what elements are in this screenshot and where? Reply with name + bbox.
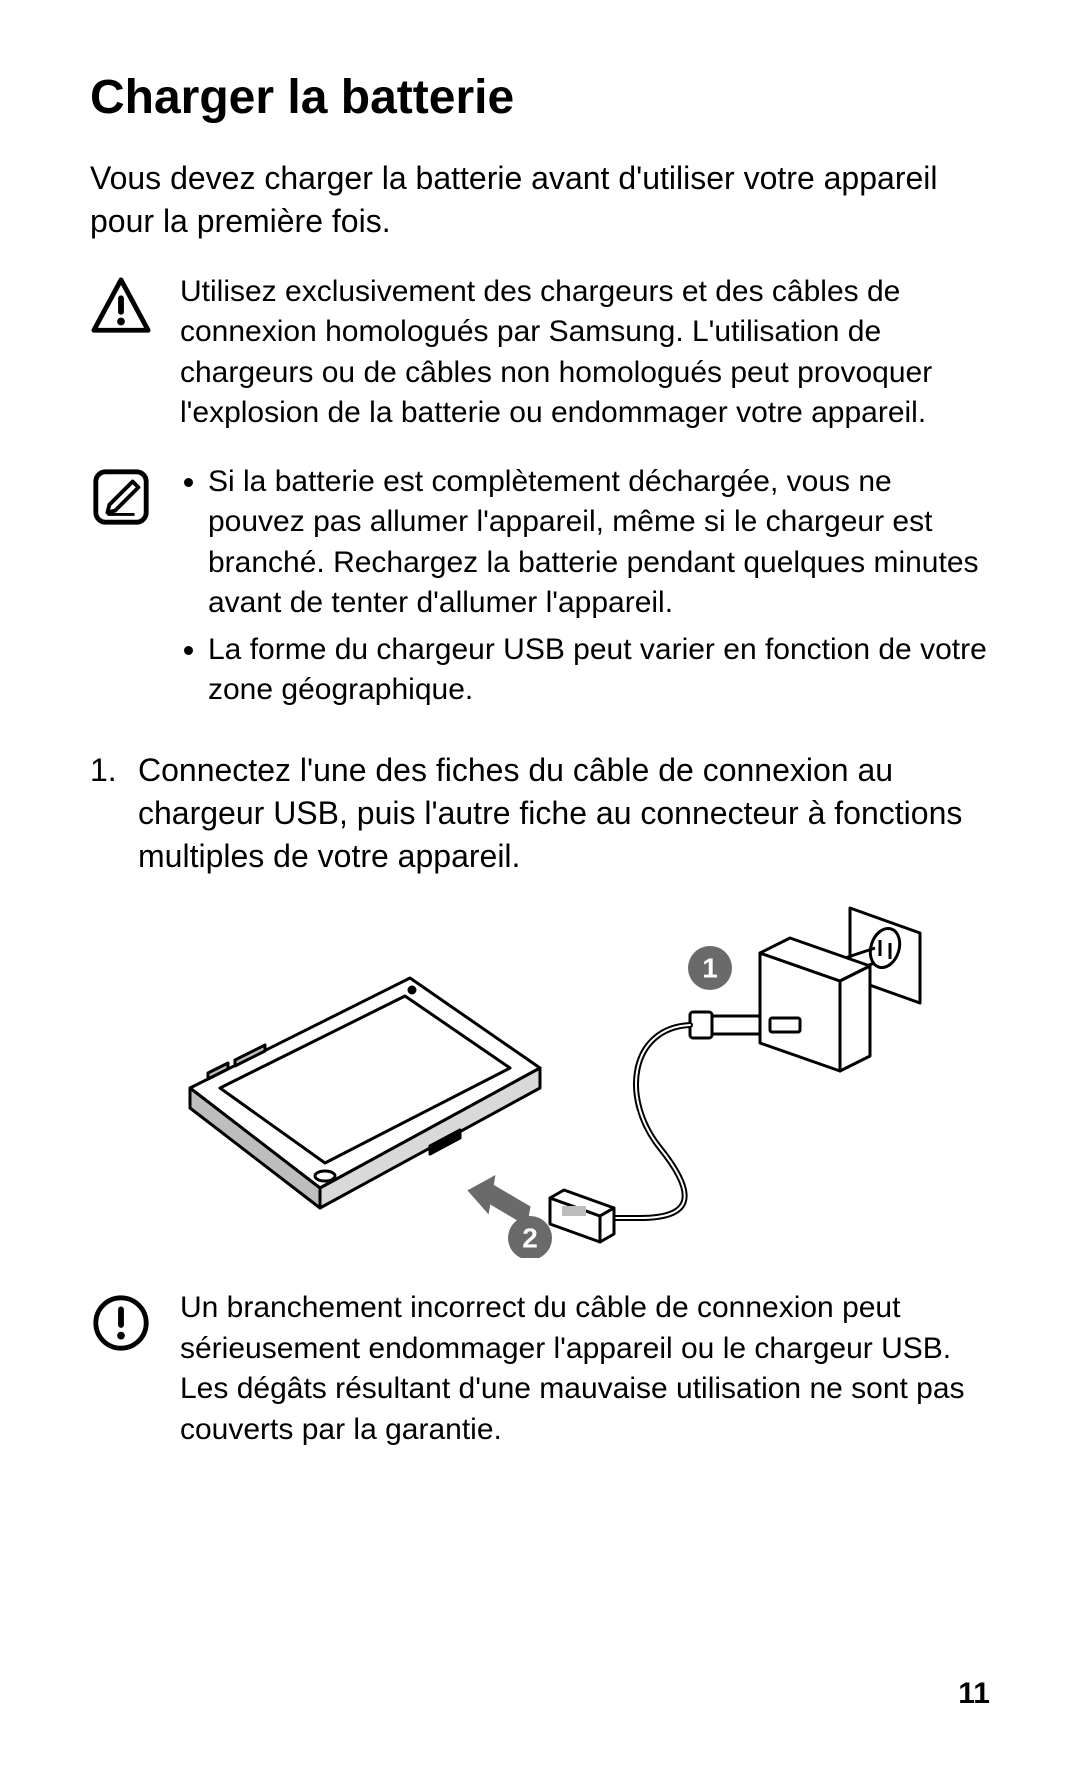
- manual-page: Charger la batterie Vous devez charger l…: [0, 0, 1080, 1771]
- note-callout: Si la batterie est complètement déchargé…: [90, 462, 990, 717]
- caution-icon: [90, 1292, 152, 1354]
- note-bullet-1: Si la batterie est complètement déchargé…: [208, 462, 990, 624]
- note-body: Si la batterie est complètement déchargé…: [180, 462, 990, 717]
- warning-icon: [90, 276, 152, 338]
- connection-diagram: 1 2: [130, 898, 950, 1258]
- note-icon: [90, 466, 152, 528]
- note-bullet-2: La forme du chargeur USB peut varier en …: [208, 630, 990, 711]
- caution-callout: Un branchement incorrect du câble de con…: [90, 1288, 990, 1450]
- warning-text: Utilisez exclusivement des chargeurs et …: [180, 272, 990, 434]
- caution-text: Un branchement incorrect du câble de con…: [180, 1288, 990, 1450]
- step-number: 1.: [90, 749, 138, 792]
- page-title: Charger la batterie: [90, 70, 990, 125]
- step-1-text: Connectez l'une des fiches du câble de c…: [138, 752, 962, 874]
- diagram-marker-2: 2: [522, 1223, 538, 1254]
- warning-callout: Utilisez exclusivement des chargeurs et …: [90, 272, 990, 434]
- page-number: 11: [958, 1677, 990, 1711]
- step-1: 1.Connectez l'une des fiches du câble de…: [90, 749, 990, 879]
- diagram-marker-1: 1: [702, 953, 718, 984]
- intro-paragraph: Vous devez charger la batterie avant d'u…: [90, 157, 990, 243]
